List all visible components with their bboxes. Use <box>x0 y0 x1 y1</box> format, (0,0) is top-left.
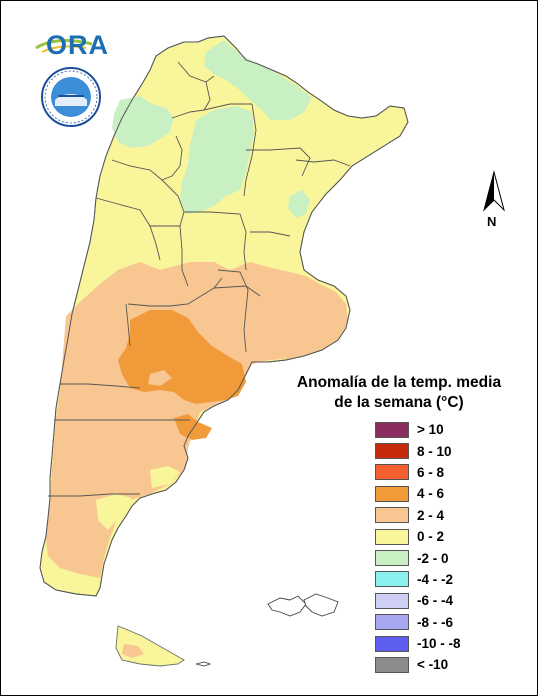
legend-label: -6 - -4 <box>417 593 454 609</box>
legend-item: 2 - 4 <box>375 505 461 526</box>
legend-item: > 10 <box>375 419 461 440</box>
legend-swatch <box>375 507 409 524</box>
cool-anomaly-region-east <box>288 190 310 218</box>
cool-anomaly-region-central <box>180 106 254 214</box>
legend-swatch <box>375 635 409 652</box>
legend-item: 4 - 6 <box>375 483 461 504</box>
legend-item: -4 - -2 <box>375 569 461 590</box>
legend-swatch <box>375 550 409 567</box>
legend-swatch <box>375 443 409 460</box>
legend-swatch <box>375 528 409 545</box>
legend-label: -10 - -8 <box>417 636 461 652</box>
legend: > 10 8 - 10 6 - 8 4 - 6 2 - 4 0 - 2 -2 - 0 -4 -… <box>375 419 461 676</box>
legend-label: -4 - -2 <box>417 571 454 587</box>
legend-swatch <box>375 656 409 673</box>
legend-item: 6 - 8 <box>375 462 461 483</box>
cool-anomaly-region-northeast <box>204 40 312 120</box>
warm-anomaly-patch-4-6-south <box>174 414 212 440</box>
legend-swatch <box>375 485 409 502</box>
legend-label: -2 - 0 <box>417 550 449 566</box>
legend-swatch <box>375 421 409 438</box>
legend-title-line-1: Anomalía de la temp. media <box>296 374 502 391</box>
ora-logo-swoosh <box>35 39 93 53</box>
legend-item: -6 - -4 <box>375 590 461 611</box>
legend-label: 2 - 4 <box>417 507 445 523</box>
legend-label: > 10 <box>417 422 444 438</box>
legend-item: 8 - 10 <box>375 440 461 461</box>
ora-logo-text: ORA <box>46 30 109 60</box>
north-arrow-label: N <box>487 214 497 229</box>
tierra-del-fuego-warm-patch <box>122 644 144 658</box>
legend-item: 0 - 2 <box>375 526 461 547</box>
smn-logo <box>41 67 101 127</box>
cool-patch-coast <box>150 466 180 488</box>
legend-item: -10 - -8 <box>375 633 461 654</box>
legend-swatch <box>375 571 409 588</box>
cool-patch-south <box>96 494 132 530</box>
country-outline <box>39 35 409 597</box>
province-borders <box>48 61 351 497</box>
legend-title-line-2: de la semana (°C) <box>334 394 464 411</box>
legend-item: < -10 <box>375 654 461 675</box>
legend-label: 4 - 6 <box>417 486 445 502</box>
malvinas-islands <box>195 593 339 667</box>
legend-swatch <box>375 592 409 609</box>
legend-item: -8 - -6 <box>375 612 461 633</box>
legend-item: -2 - 0 <box>375 547 461 568</box>
legend-label: 0 - 2 <box>417 529 445 545</box>
legend-title: Anomalía de la temp. media de la semana … <box>284 373 514 413</box>
legend-label: 6 - 8 <box>417 464 445 480</box>
legend-label: -8 - -6 <box>417 614 454 630</box>
legend-swatch <box>375 464 409 481</box>
legend-label: < -10 <box>417 657 449 673</box>
cool-patch-in-orange <box>148 370 172 386</box>
legend-label: 8 - 10 <box>417 443 452 459</box>
north-arrow-icon <box>483 170 505 212</box>
legend-swatch <box>375 614 409 631</box>
